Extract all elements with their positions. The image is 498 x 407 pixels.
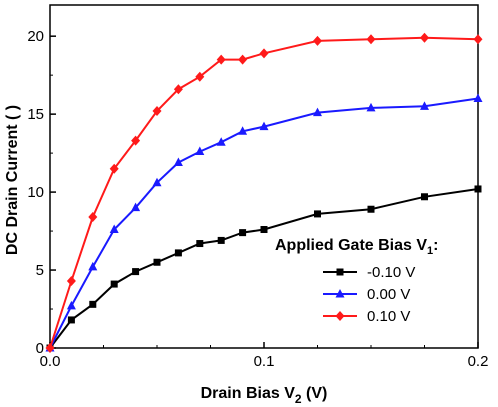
legend-label: 0.00 V xyxy=(367,286,410,303)
legend-title: Applied Gate Bias V1: xyxy=(275,237,439,257)
legend-item: -0.10 V xyxy=(323,264,415,281)
y-tick-label: 10 xyxy=(27,184,44,201)
series-0 xyxy=(47,185,482,351)
data-point xyxy=(88,212,97,222)
data-point xyxy=(421,193,428,200)
y-axis-title: DC Drain Current ( ) xyxy=(4,105,21,255)
data-point xyxy=(218,237,225,244)
data-point xyxy=(196,240,203,247)
data-point xyxy=(314,210,321,217)
x-tick-label: 0.2 xyxy=(468,353,489,370)
data-point xyxy=(474,94,483,103)
series-1 xyxy=(46,94,483,352)
data-point xyxy=(154,259,161,266)
data-point xyxy=(420,33,429,43)
legend: Applied Gate Bias V1: -0.10 V 0.00 V 0.10 V xyxy=(275,237,439,325)
y-tick-label: 5 xyxy=(36,262,44,279)
series-2 xyxy=(46,33,483,353)
legend-item: 0.00 V xyxy=(323,286,410,303)
data-point xyxy=(175,249,182,256)
y-tick-label: 0 xyxy=(36,340,44,357)
y-tick-label: 20 xyxy=(27,28,44,45)
data-point xyxy=(260,48,269,58)
data-point xyxy=(474,34,483,44)
data-point xyxy=(475,185,482,192)
y-axis: 0 5 10 15 20 xyxy=(27,28,56,357)
data-point xyxy=(313,36,322,46)
legend-marker xyxy=(336,311,345,321)
series-layer xyxy=(46,33,483,353)
data-point xyxy=(89,301,96,308)
data-point xyxy=(261,226,268,233)
x-axis-title: Drain Bias V2 (V) xyxy=(201,385,328,406)
legend-item: 0.10 V xyxy=(323,308,410,325)
legend-label: -0.10 V xyxy=(367,264,415,281)
legend-label: 0.10 V xyxy=(367,308,410,325)
data-point xyxy=(239,229,246,236)
y-tick-label: 15 xyxy=(27,106,44,123)
x-axis: 0.0 0.1 0.2 xyxy=(40,342,489,370)
data-point xyxy=(68,316,75,323)
series-line xyxy=(50,38,478,348)
data-point xyxy=(368,206,375,213)
data-point xyxy=(367,34,376,44)
data-point xyxy=(238,55,247,65)
x-tick-label: 0.1 xyxy=(254,353,275,370)
data-point xyxy=(111,281,118,288)
legend-marker xyxy=(337,269,344,276)
data-point xyxy=(132,268,139,275)
series-line xyxy=(50,99,478,349)
data-point xyxy=(67,276,76,286)
